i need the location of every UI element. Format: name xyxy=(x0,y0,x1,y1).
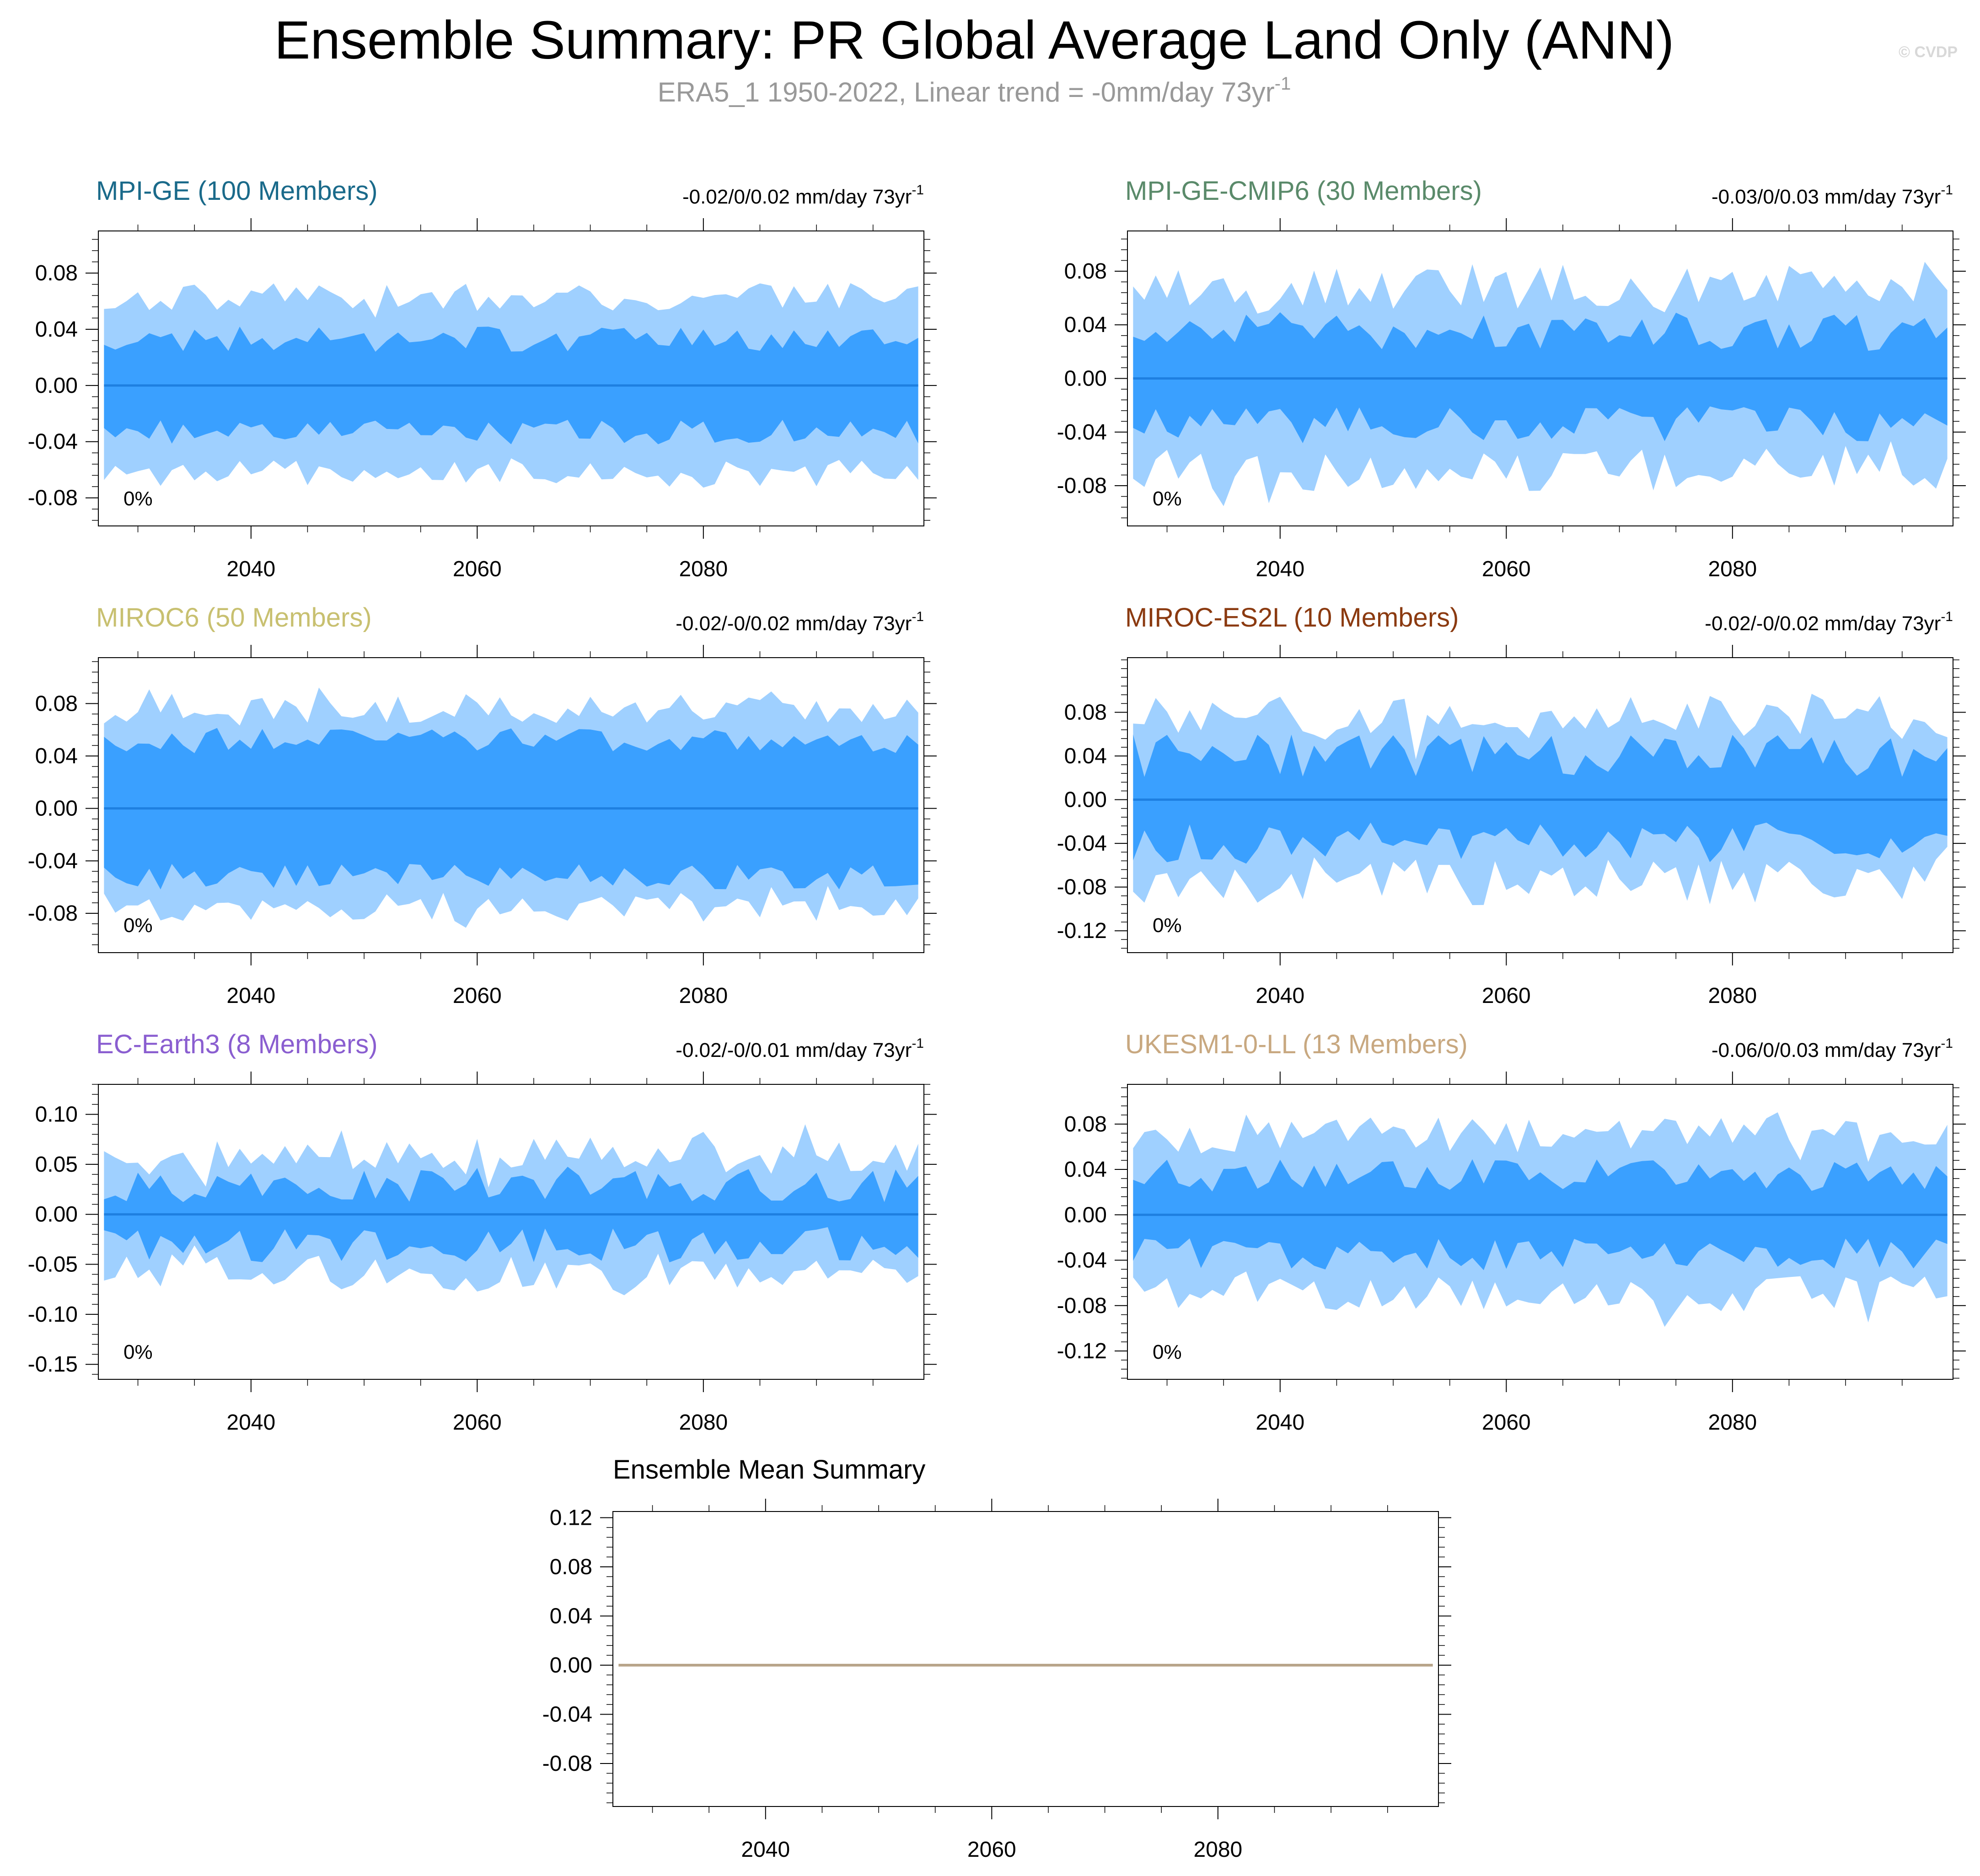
y-tick-label: -0.15 xyxy=(28,1352,78,1377)
y-tick-label: 0.08 xyxy=(35,691,78,716)
x-tick-label: 2040 xyxy=(741,1838,790,1862)
y-tick-label: -0.08 xyxy=(28,486,78,510)
plot-frame xyxy=(612,1511,1439,1807)
chart-panel-1: MPI-GE (100 Members) -0.02/0/0.02 mm/day … xyxy=(28,176,937,581)
y-tick-label: -0.08 xyxy=(542,1752,592,1776)
panel-title: Ensemble Mean Summary xyxy=(613,1455,925,1485)
panel-title: EC-Earth3 (8 Members) xyxy=(96,1029,378,1059)
x-tick-label: 2060 xyxy=(453,984,502,1008)
y-tick-label: 0.12 xyxy=(550,1506,592,1530)
percent-label: 0% xyxy=(123,914,153,937)
y-tick-label: 0.08 xyxy=(35,261,78,285)
x-tick-label: 2040 xyxy=(1256,984,1304,1008)
figure-subtitle: ERA5_1 1950-2022, Linear trend = -0mm/da… xyxy=(658,74,1291,107)
y-tick-label: -0.04 xyxy=(542,1702,592,1726)
y-tick-label: 0.00 xyxy=(35,1202,78,1227)
y-tick-label: -0.08 xyxy=(28,901,78,926)
x-tick-label: 2080 xyxy=(1708,1410,1757,1435)
y-tick-label: 0.10 xyxy=(35,1103,78,1127)
panel-title: UKESM1-0-LL (13 Members) xyxy=(1125,1029,1468,1059)
x-tick-label: 2060 xyxy=(453,1410,502,1435)
x-tick-label: 2040 xyxy=(226,1410,275,1435)
chart-panel-4: MIROC-ES2L (10 Members) -0.02/-0/0.02 mm/… xyxy=(1057,603,1966,1008)
x-tick-label: 2080 xyxy=(1708,557,1757,581)
trend-label: -0.02/-0/0.02 mm/day 73yr-1 xyxy=(676,609,924,635)
y-tick-label: -0.05 xyxy=(28,1253,78,1277)
y-tick-label: 0.00 xyxy=(550,1653,592,1678)
chart-panel-5: EC-Earth3 (8 Members) -0.02/-0/0.01 mm/da… xyxy=(28,1029,937,1435)
trend-label: -0.02/-0/0.02 mm/day 73yr-1 xyxy=(1705,609,1953,635)
plot-frame xyxy=(1127,1084,1953,1380)
x-tick-label: 2080 xyxy=(679,984,728,1008)
y-tick-label: -0.12 xyxy=(1057,1339,1107,1363)
y-tick-label: 0.04 xyxy=(550,1604,592,1628)
plot-frame xyxy=(1127,657,1953,953)
percent-label: 0% xyxy=(1153,914,1182,937)
y-tick-label: -0.04 xyxy=(28,849,78,873)
x-tick-label: 2040 xyxy=(226,984,275,1008)
x-tick-label: 2060 xyxy=(1482,557,1531,581)
x-tick-label: 2080 xyxy=(1193,1838,1242,1862)
percent-label: 0% xyxy=(1153,488,1182,510)
trend-label: -0.02/-0/0.01 mm/day 73yr-1 xyxy=(676,1036,924,1061)
x-tick-label: 2040 xyxy=(1256,1410,1304,1435)
panel-title: MIROC-ES2L (10 Members) xyxy=(1125,603,1459,632)
y-tick-label: -0.10 xyxy=(28,1302,78,1327)
x-tick-label: 2060 xyxy=(453,557,502,581)
y-tick-label: 0.04 xyxy=(35,317,78,342)
plot-frame xyxy=(98,657,924,953)
y-tick-label: -0.08 xyxy=(1057,1294,1107,1318)
y-tick-label: -0.04 xyxy=(1057,1249,1107,1273)
plot-frame xyxy=(98,1084,924,1380)
y-tick-label: 0.00 xyxy=(1064,788,1107,812)
y-tick-label: -0.04 xyxy=(1057,420,1107,445)
trend-label: -0.02/0/0.02 mm/day 73yr-1 xyxy=(682,182,924,208)
percent-label: 0% xyxy=(1153,1341,1182,1363)
trend-label: -0.06/0/0.03 mm/day 73yr-1 xyxy=(1712,1036,1953,1061)
y-tick-label: -0.12 xyxy=(1057,919,1107,943)
chart-panel-7: Ensemble Mean Summary -0.08 -0.04 0.00 0.04 0… xyxy=(542,1455,1451,1862)
panel-title: MPI-GE-CMIP6 (30 Members) xyxy=(1125,176,1482,206)
chart-panel-3: MIROC6 (50 Members) -0.02/-0/0.02 mm/day … xyxy=(28,603,937,1008)
y-tick-label: 0.00 xyxy=(1064,1203,1107,1227)
y-tick-label: -0.04 xyxy=(1057,831,1107,856)
y-tick-label: -0.04 xyxy=(28,430,78,454)
y-tick-label: 0.04 xyxy=(35,744,78,768)
y-tick-label: -0.08 xyxy=(1057,474,1107,498)
x-tick-label: 2080 xyxy=(1708,984,1757,1008)
y-tick-label: 0.00 xyxy=(35,797,78,821)
x-tick-label: 2040 xyxy=(1256,557,1304,581)
y-tick-label: 0.00 xyxy=(1064,367,1107,391)
y-tick-label: 0.08 xyxy=(550,1555,592,1579)
x-tick-label: 2060 xyxy=(1482,1410,1531,1435)
panel-title: MIROC6 (50 Members) xyxy=(96,603,372,632)
trend-label: -0.03/0/0.03 mm/day 73yr-1 xyxy=(1712,182,1953,208)
x-tick-label: 2040 xyxy=(226,557,275,581)
y-tick-label: 0.04 xyxy=(1064,1158,1107,1182)
y-tick-label: 0.08 xyxy=(1064,700,1107,724)
y-tick-label: 0.04 xyxy=(1064,313,1107,337)
y-tick-label: 0.00 xyxy=(35,374,78,398)
x-tick-label: 2060 xyxy=(1482,984,1531,1008)
figure-title: Ensemble Summary: PR Global Average Land… xyxy=(274,10,1674,70)
panel-title: MPI-GE (100 Members) xyxy=(96,176,378,206)
x-tick-label: 2060 xyxy=(967,1838,1016,1862)
percent-label: 0% xyxy=(123,488,153,510)
chart-panel-2: MPI-GE-CMIP6 (30 Members) -0.03/0/0.03 mm… xyxy=(1057,176,1966,581)
percent-label: 0% xyxy=(123,1341,153,1363)
y-tick-label: 0.08 xyxy=(1064,1112,1107,1136)
y-tick-label: 0.05 xyxy=(35,1152,78,1177)
y-tick-label: 0.08 xyxy=(1064,259,1107,284)
plot-frame xyxy=(98,230,924,526)
y-tick-label: -0.08 xyxy=(1057,875,1107,900)
x-tick-label: 2080 xyxy=(679,557,728,581)
chart-panel-6: UKESM1-0-LL (13 Members) -0.06/0/0.03 mm/… xyxy=(1057,1029,1966,1435)
watermark: © CVDP xyxy=(1899,43,1958,61)
y-tick-label: 0.04 xyxy=(1064,744,1107,768)
x-tick-label: 2080 xyxy=(679,1410,728,1435)
